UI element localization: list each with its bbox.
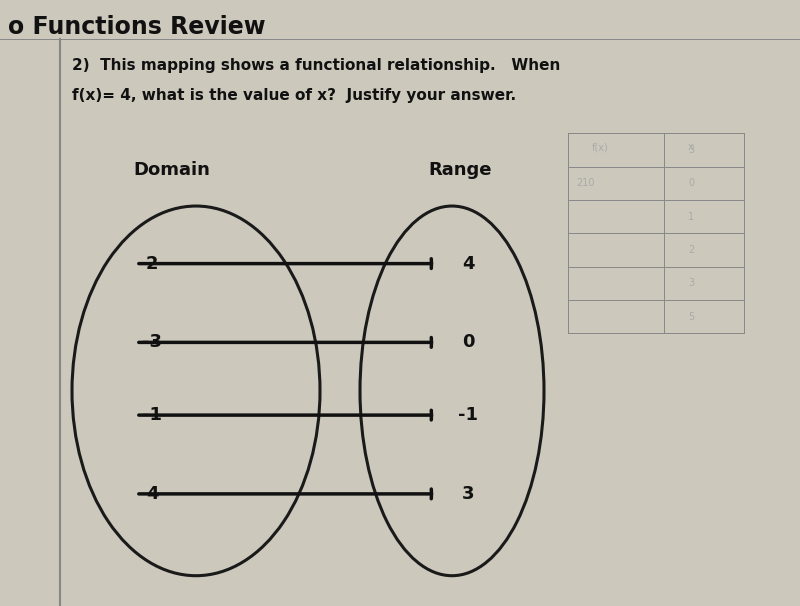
Text: 4: 4: [146, 485, 158, 503]
Text: 3: 3: [688, 278, 694, 288]
Text: Range: Range: [428, 161, 492, 179]
Text: 2: 2: [688, 245, 694, 255]
Text: 1: 1: [688, 211, 694, 222]
Text: 3: 3: [688, 145, 694, 155]
Text: -1: -1: [458, 406, 478, 424]
Text: 5: 5: [688, 311, 694, 322]
Text: 4: 4: [462, 255, 474, 273]
Text: 210: 210: [576, 178, 594, 188]
Text: o Functions Review: o Functions Review: [8, 15, 266, 39]
Text: 0: 0: [688, 178, 694, 188]
Text: f(x)= 4, what is the value of x?  Justify your answer.: f(x)= 4, what is the value of x? Justify…: [72, 88, 516, 103]
Text: -3: -3: [142, 333, 162, 351]
Text: Domain: Domain: [134, 161, 210, 179]
Text: x: x: [688, 142, 694, 153]
Text: f(x): f(x): [592, 142, 609, 153]
Text: -1: -1: [142, 406, 162, 424]
Text: 2)  This mapping shows a functional relationship.   When: 2) This mapping shows a functional relat…: [72, 58, 560, 73]
Text: 3: 3: [462, 485, 474, 503]
Text: 2: 2: [146, 255, 158, 273]
Text: 0: 0: [462, 333, 474, 351]
